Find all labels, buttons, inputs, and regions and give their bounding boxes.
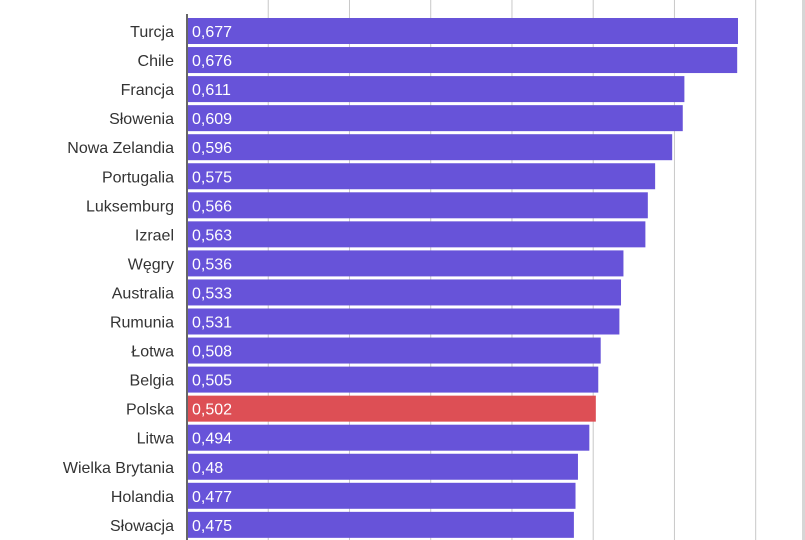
bar-value-label-5: 0,575	[192, 169, 232, 186]
bar-16	[188, 482, 576, 509]
category-label-6: Luksemburg	[86, 198, 174, 215]
bar-value-label-17: 0,475	[192, 518, 232, 535]
bars	[188, 18, 738, 538]
category-label-14: Litwa	[137, 431, 174, 448]
category-label-0: Turcja	[130, 24, 174, 41]
category-label-8: Węgry	[128, 256, 174, 273]
bar-value-label-6: 0,566	[192, 198, 232, 215]
category-label-15: Wielka Brytania	[63, 460, 174, 477]
bar-13	[188, 395, 596, 422]
bar-15	[188, 453, 578, 480]
bar-10	[188, 308, 620, 335]
bar-4	[188, 134, 673, 161]
bar-value-label-7: 0,563	[192, 227, 232, 244]
bar-1	[188, 47, 738, 74]
category-label-13: Polska	[126, 402, 174, 419]
bar-value-label-2: 0,611	[192, 82, 231, 99]
scrollbar-edge	[802, 0, 805, 540]
bar-value-label-1: 0,676	[192, 53, 232, 70]
bar-0	[188, 18, 738, 44]
category-label-17: Słowacja	[110, 518, 174, 535]
bar-value-label-0: 0,677	[192, 24, 232, 41]
bar-value-label-16: 0,477	[192, 489, 232, 506]
bar-value-label-8: 0,536	[192, 256, 232, 273]
labels: 0,677 Turcja 0,676 Chile 0,611 Francja 0,609 Sł…	[63, 24, 232, 535]
category-label-4: Nowa Zelandia	[67, 140, 174, 157]
bar-5	[188, 163, 656, 190]
bar-6	[188, 192, 648, 219]
bar-value-label-10: 0,531	[192, 315, 232, 332]
bar-value-label-9: 0,533	[192, 285, 232, 302]
bar-17	[188, 511, 574, 538]
category-label-5: Portugalia	[102, 169, 174, 186]
bar-3	[188, 105, 683, 132]
category-label-16: Holandia	[111, 489, 174, 506]
category-label-7: Izrael	[135, 227, 174, 244]
bar-7	[188, 221, 646, 248]
bar-value-label-15: 0,48	[192, 460, 223, 477]
category-label-3: Słowenia	[109, 111, 174, 128]
bar-value-label-13: 0,502	[192, 402, 232, 419]
category-label-1: Chile	[138, 53, 175, 70]
bar-14	[188, 424, 590, 451]
bar-11	[188, 337, 601, 364]
bar-12	[188, 366, 599, 393]
bar-value-label-14: 0,494	[192, 431, 232, 448]
category-label-10: Rumunia	[110, 315, 174, 332]
bar-value-label-4: 0,596	[192, 140, 232, 157]
category-label-12: Belgia	[130, 373, 175, 390]
bar-2	[188, 76, 685, 103]
bar-value-label-3: 0,609	[192, 111, 232, 128]
bar-value-label-12: 0,505	[192, 373, 232, 390]
category-label-9: Australia	[112, 285, 174, 302]
bar-8	[188, 250, 624, 277]
bar-9	[188, 279, 622, 306]
bar-value-label-11: 0,508	[192, 344, 232, 361]
category-label-11: Łotwa	[131, 344, 174, 361]
category-label-2: Francja	[121, 82, 174, 99]
